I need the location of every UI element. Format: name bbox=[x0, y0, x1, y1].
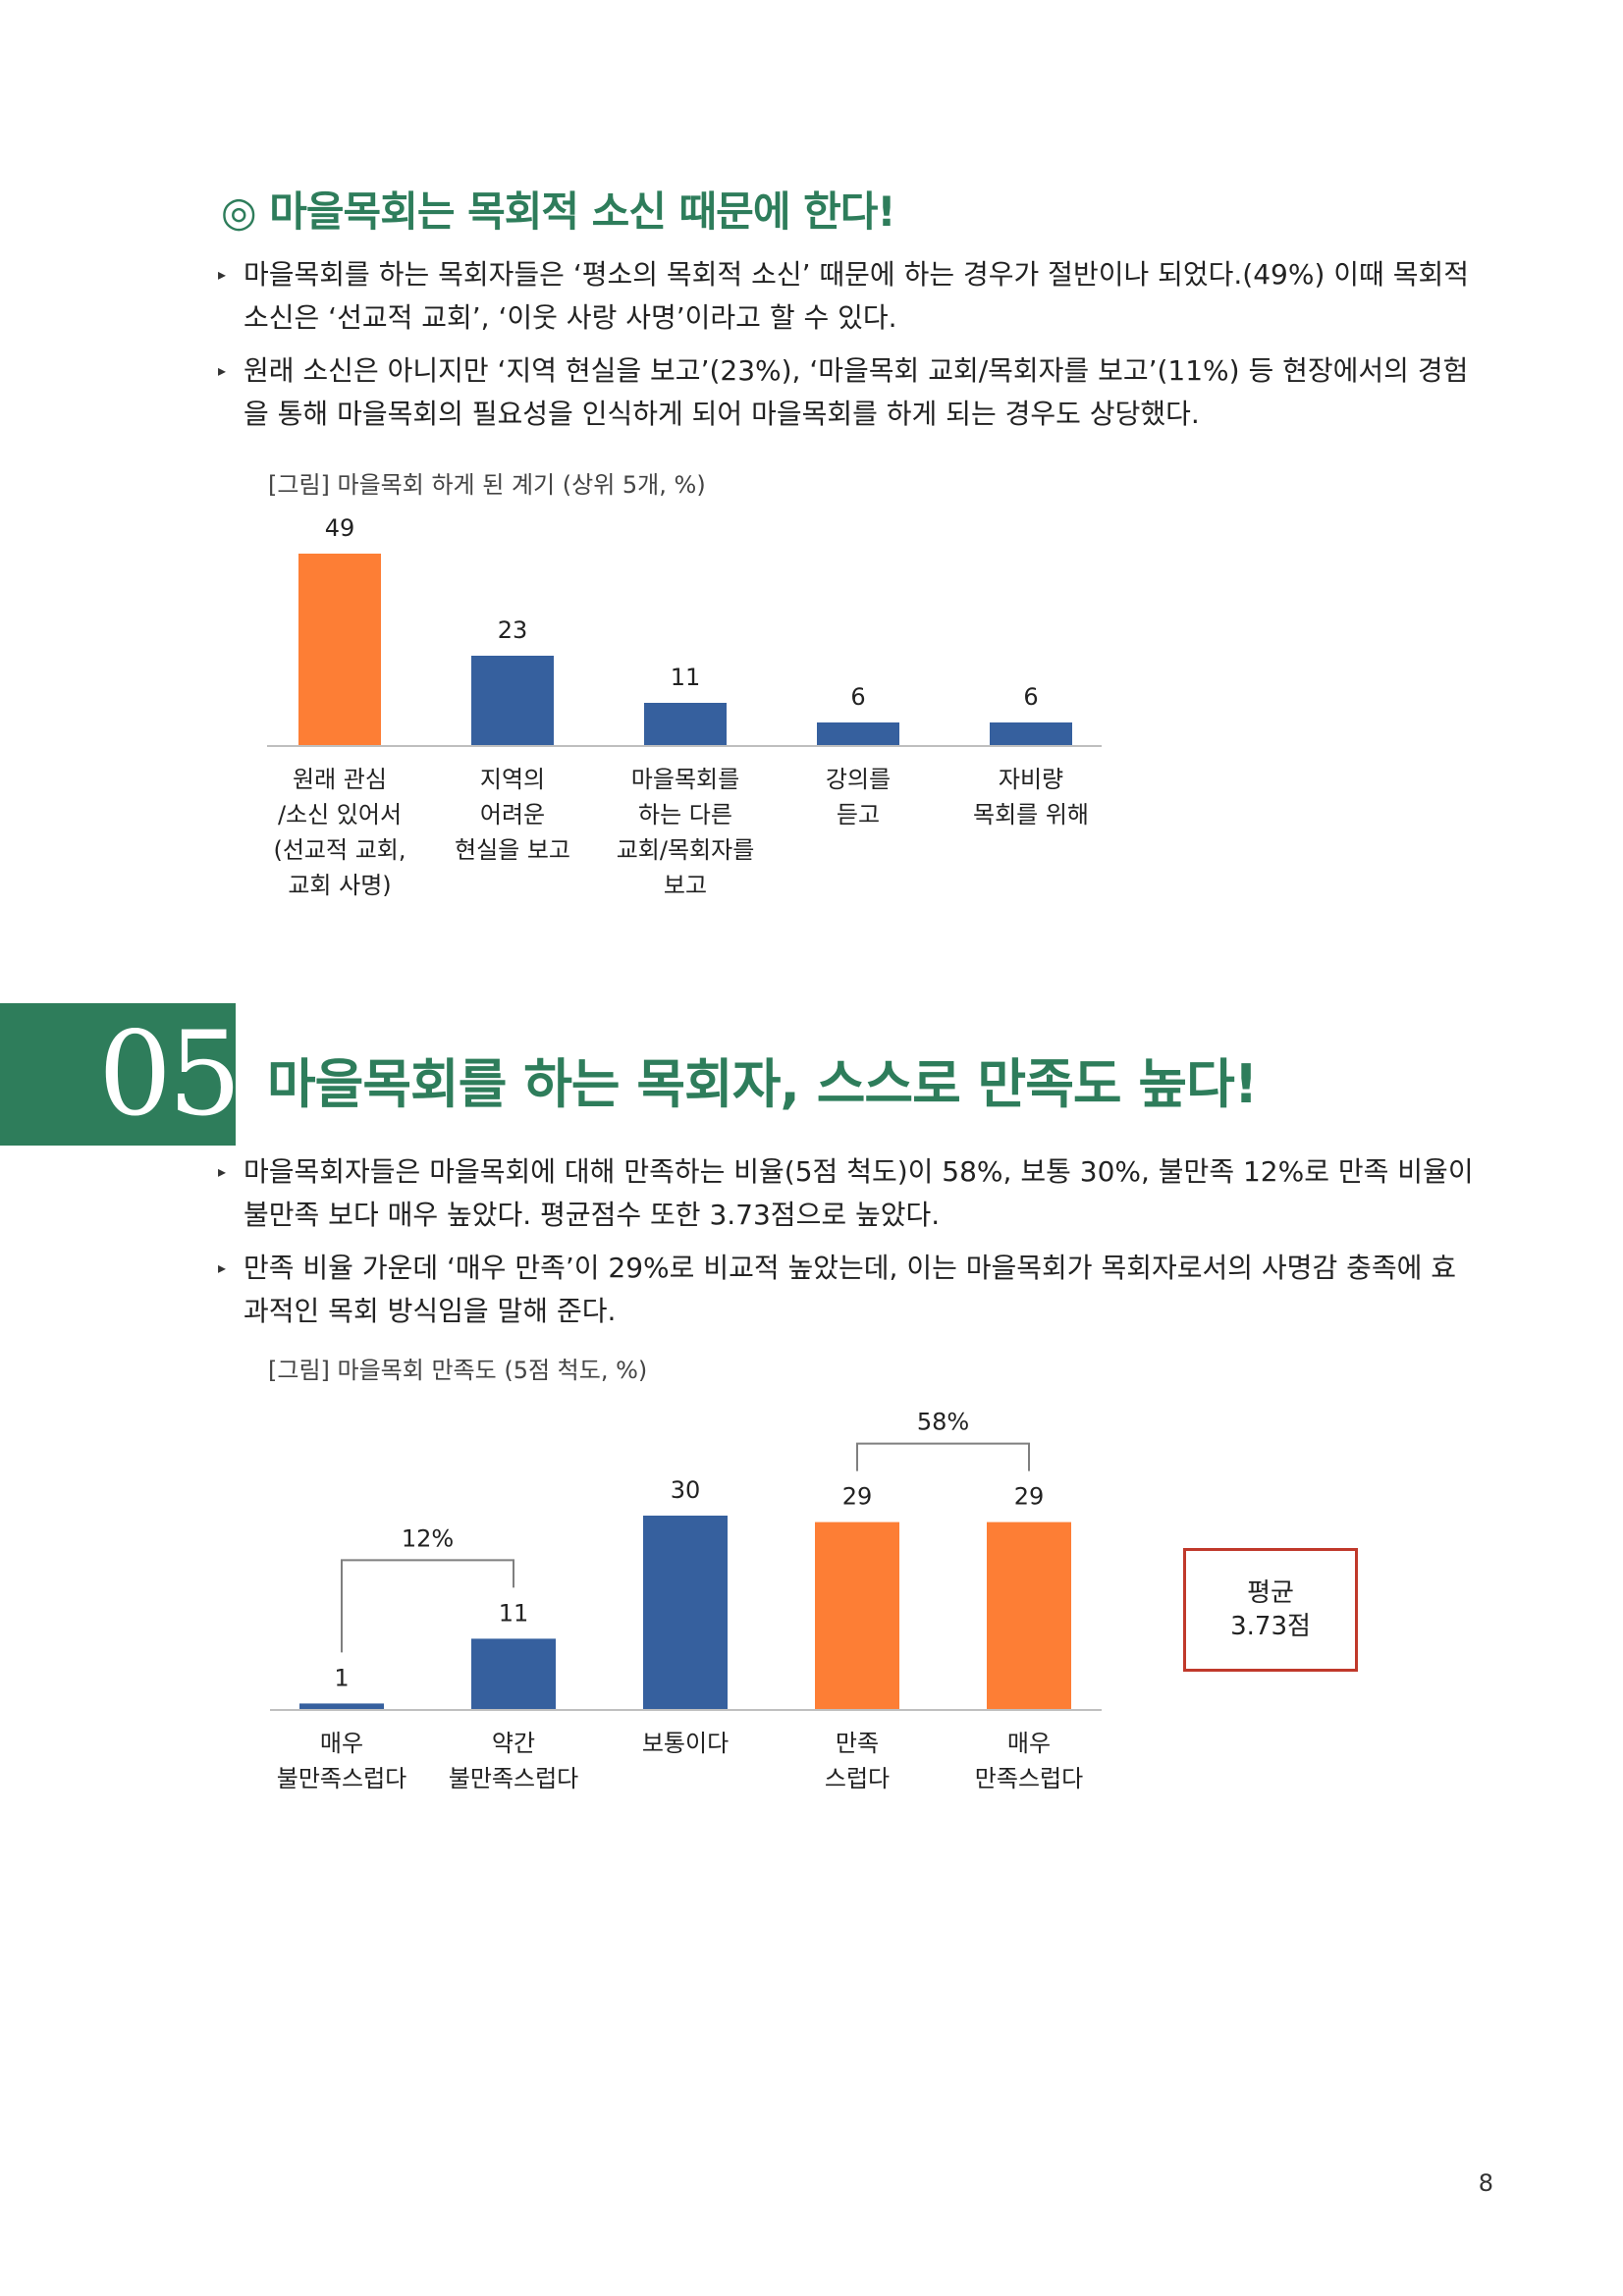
category-label: /소신 있어서 bbox=[278, 801, 402, 828]
data-label: 1 bbox=[334, 1664, 349, 1691]
category-label: 스럽다 bbox=[825, 1765, 890, 1792]
average-label: 평균 bbox=[1247, 1578, 1294, 1608]
bullet-paragraph: ▸ 원래 소신은 아니지만 ‘지역 현실을 보고’(23%), ‘마을목회 교회… bbox=[218, 349, 1481, 436]
average-value: 3.73점 bbox=[1230, 1612, 1311, 1641]
bullet-text: 마을목회를 하는 목회자들은 ‘평소의 목회적 소신’ 때문에 하는 경우가 절… bbox=[243, 258, 1469, 334]
category-label: 원래 관심 bbox=[293, 766, 387, 793]
data-label: 6 bbox=[850, 683, 865, 711]
category-label: 교회 사명) bbox=[288, 872, 391, 899]
section-number-box bbox=[0, 1003, 236, 1146]
triangle-bullet-icon: ▸ bbox=[218, 265, 227, 284]
bar bbox=[471, 656, 554, 746]
category-label: 만족 bbox=[836, 1730, 879, 1757]
section-heading: ◎ 마을목회는 목회적 소신 때문에 한다! bbox=[221, 187, 896, 236]
chart-caption: [그림] 마을목회 하게 된 계기 (상위 5개, %) bbox=[268, 471, 706, 499]
category-label: 지역의 bbox=[480, 766, 545, 793]
category-label: 불만족스럽다 bbox=[277, 1765, 406, 1792]
triangle-bullet-icon: ▸ bbox=[218, 1258, 227, 1277]
category-label: 하는 다른 bbox=[638, 801, 732, 828]
category-label: 현실을 보고 bbox=[455, 836, 570, 864]
bracket bbox=[856, 1442, 1030, 1471]
triangle-bullet-icon: ▸ bbox=[218, 1162, 227, 1181]
section-heading: 마을목회를 하는 목회자, 스스로 만족도 높다! bbox=[267, 1053, 1258, 1115]
data-label: 49 bbox=[325, 514, 355, 542]
data-label: 11 bbox=[499, 1599, 529, 1627]
category-label: 보통이다 bbox=[642, 1730, 729, 1757]
bracket-label: 58% bbox=[917, 1409, 969, 1436]
category-label: 마을목회를 bbox=[631, 766, 739, 793]
bullet-text: 원래 소신은 아니지만 ‘지역 현실을 보고’(23%), ‘마을목회 교회/목… bbox=[243, 354, 1469, 430]
category-label: 목회를 위해 bbox=[973, 801, 1089, 828]
category-label: 강의를 bbox=[826, 766, 891, 793]
bullet-text: 마을목회자들은 마을목회에 대해 만족하는 비율(5점 척도)이 58%, 보통… bbox=[243, 1155, 1474, 1231]
category-label: 어려운 bbox=[480, 801, 545, 828]
category-label: 듣고 bbox=[837, 801, 880, 828]
category-label: 교회/목회자를 bbox=[617, 836, 755, 864]
category-label: 만족스럽다 bbox=[975, 1765, 1083, 1792]
bar bbox=[990, 722, 1072, 746]
bracket bbox=[341, 1559, 514, 1653]
bar bbox=[817, 722, 899, 746]
bar bbox=[299, 1703, 384, 1710]
bullet-paragraph: ▸ 마을목회를 하는 목회자들은 ‘평소의 목회적 소신’ 때문에 하는 경우가… bbox=[218, 253, 1481, 340]
data-label: 29 bbox=[842, 1483, 873, 1511]
bar bbox=[987, 1522, 1071, 1710]
category-label: 약간 bbox=[492, 1730, 535, 1757]
category-label: 불만족스럽다 bbox=[449, 1765, 578, 1792]
category-label: 보고 bbox=[664, 872, 707, 899]
bar bbox=[643, 1516, 728, 1710]
category-label: 매우 bbox=[320, 1730, 363, 1757]
category-label: (선교적 교회, bbox=[273, 836, 406, 864]
average-score-box: 평균 3.73점 bbox=[1183, 1548, 1358, 1672]
bar bbox=[298, 554, 381, 746]
category-label: 매우 bbox=[1007, 1730, 1051, 1757]
bullet-text: 만족 비율 가운데 ‘매우 만족’이 29%로 비교적 높았는데, 이는 마을목… bbox=[243, 1252, 1457, 1327]
bullet-paragraph: ▸ 마을목회자들은 마을목회에 대해 만족하는 비율(5점 척도)이 58%, … bbox=[218, 1150, 1481, 1237]
bar bbox=[815, 1522, 899, 1710]
page-number: 8 bbox=[1478, 2169, 1493, 2197]
chart-caption: [그림] 마을목회 만족도 (5점 척도, %) bbox=[268, 1357, 648, 1384]
triangle-bullet-icon: ▸ bbox=[218, 361, 227, 380]
bar bbox=[471, 1638, 556, 1710]
data-label: 29 bbox=[1014, 1483, 1045, 1511]
data-label: 6 bbox=[1023, 683, 1038, 711]
bar bbox=[644, 703, 727, 746]
data-label: 11 bbox=[671, 664, 701, 691]
data-label: 30 bbox=[671, 1476, 701, 1504]
bullet-paragraph: ▸ 만족 비율 가운데 ‘매우 만족’이 29%로 비교적 높았는데, 이는 마… bbox=[218, 1247, 1481, 1333]
data-label: 23 bbox=[498, 616, 528, 644]
category-label: 자비량 bbox=[999, 766, 1063, 793]
bracket-label: 12% bbox=[402, 1524, 454, 1552]
section-number: 05 bbox=[98, 1006, 242, 1142]
